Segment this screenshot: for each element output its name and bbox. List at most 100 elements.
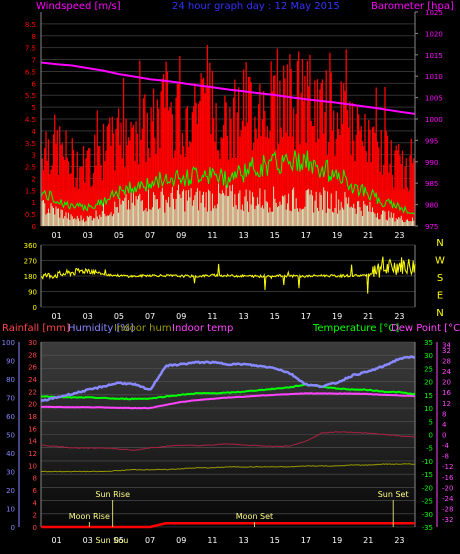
humidity-tick-label: 60 xyxy=(6,413,15,421)
wind-tick-label: 7.5 xyxy=(25,45,36,53)
dew-tick-label: -32 xyxy=(442,516,453,524)
temp-x-tick-label: 13 xyxy=(238,536,248,545)
wind-tick-label: 2.5 xyxy=(25,164,36,172)
rain-tick-label: 2 xyxy=(33,512,37,520)
direction-x-tick-label: 03 xyxy=(83,312,93,321)
humidity-tick-label: 20 xyxy=(6,487,15,495)
temperature-tick-label: -30 xyxy=(422,511,433,519)
direction-tick-label: 360 xyxy=(24,242,37,250)
dew-tick-label: 0 xyxy=(442,432,446,440)
temp-x-tick-label: 11 xyxy=(207,536,217,545)
dew-tick-label: -28 xyxy=(442,506,453,514)
rain-tick-label: 14 xyxy=(28,438,37,446)
indoor-temp-label: Indoor temp xyxy=(172,323,233,334)
humidity-tick-label: 10 xyxy=(6,506,15,514)
wind-tick-label: 6 xyxy=(32,80,37,88)
barometer-line xyxy=(40,61,416,115)
wind-tick-label: 6.5 xyxy=(25,68,36,76)
dew-tick-label: 28 xyxy=(442,358,451,366)
direction-x-tick-label: 15 xyxy=(270,312,280,321)
indoor-temp-line xyxy=(41,392,416,410)
temp-x-tick-label: 15 xyxy=(270,536,280,545)
humidity-tick-label: 80 xyxy=(6,376,15,384)
wind-tick-label: 2 xyxy=(32,175,36,183)
direction-x-tick-label: 05 xyxy=(114,312,124,321)
sun-rise-label: Sun Rise xyxy=(95,490,130,499)
temperature-tick-label: -35 xyxy=(422,524,433,532)
temperature-tick-label: 0 xyxy=(429,432,433,440)
wind-x-tick-label: 23 xyxy=(394,231,404,240)
wind-barometer-panel: 0 0.5 1 1.5 2 2.5 3 3.5 4 4.5 5 5.5 6 6.5 7 7.5 8 8.5 975 9… xyxy=(25,9,443,240)
temp-x-tick-label: 19 xyxy=(332,536,342,545)
temperature-line xyxy=(41,383,416,401)
rain-tick-label: 16 xyxy=(28,425,37,433)
moon-rise-label: Moon Rise xyxy=(69,512,110,521)
temp-x-tick-label: 17 xyxy=(301,536,311,545)
humidity-axis-title: Humidity [%] xyxy=(68,323,134,334)
compass-label: W xyxy=(435,256,445,267)
wind-tick-label: 1.5 xyxy=(25,187,36,195)
wind-tick-label: 5 xyxy=(32,104,36,112)
humidity-tick-label: 100 xyxy=(2,339,15,347)
temperature-tick-label: -10 xyxy=(422,458,433,466)
temperature-tick-label: -15 xyxy=(422,471,433,479)
indoor-humidity-line xyxy=(40,463,416,473)
rain-tick-label: 0 xyxy=(33,524,37,532)
direction-x-tick-label: 23 xyxy=(394,312,404,321)
wind-tick-label: 4 xyxy=(32,128,37,136)
wind-x-tick-label: 11 xyxy=(207,231,217,240)
compass-label: N xyxy=(436,238,443,249)
wind-x-tick-label: 21 xyxy=(363,231,373,240)
wind-x-tick-label: 17 xyxy=(301,231,311,240)
compass-label: E xyxy=(437,291,443,302)
direction-x-tick-label: 07 xyxy=(145,312,155,321)
dew-tick-label: 16 xyxy=(442,389,451,397)
wind-x-tick-label: 19 xyxy=(332,231,342,240)
dew-tick-label: -8 xyxy=(442,453,449,461)
humidity-tick-label: 50 xyxy=(6,432,15,440)
direction-x-tick-label: 13 xyxy=(238,312,248,321)
direction-x-tick-label: 11 xyxy=(207,312,217,321)
direction-x-tick-label: 19 xyxy=(332,312,342,321)
direction-x-tick-label: 21 xyxy=(363,312,373,321)
dew-tick-label: -24 xyxy=(442,495,454,503)
wind-tick-label: 0 xyxy=(32,223,36,231)
wind-x-tick-label: 09 xyxy=(176,231,186,240)
temperature-tick-label: 10 xyxy=(424,405,433,413)
direction-tick-label: 0 xyxy=(33,304,37,312)
compass-label: N xyxy=(436,308,443,319)
moon-set-label: Moon Set xyxy=(236,512,273,521)
rain-tick-label: 28 xyxy=(28,351,37,359)
dew-tick-label: -12 xyxy=(442,463,453,471)
wind-tick-label: 7 xyxy=(32,57,36,65)
humidity-tick-label: 90 xyxy=(6,358,15,366)
barometer-tick-label: 995 xyxy=(425,137,438,145)
barometer-tick-label: 1000 xyxy=(425,116,443,124)
sun-set-label: Sun Set xyxy=(378,490,409,499)
temp-x-tick-label: 05 xyxy=(114,536,124,545)
direction-tick-label: 90 xyxy=(28,289,37,297)
humidity-tick-label: 30 xyxy=(6,469,15,477)
temperature-tick-label: 15 xyxy=(424,392,433,400)
temp-x-tick-label: 03 xyxy=(83,536,93,545)
dew-tick-label: 20 xyxy=(442,379,451,387)
dew-tick-label: 4 xyxy=(442,421,447,429)
rain-line xyxy=(41,522,415,529)
wind-x-tick-label: 07 xyxy=(145,231,155,240)
wind-x-tick-label: 13 xyxy=(238,231,248,240)
wind-tick-label: 1 xyxy=(32,199,36,207)
temp-x-tick-label: 23 xyxy=(394,536,404,545)
temperature-axis-title: Temperature [°C] xyxy=(312,323,399,334)
wind-tick-label: 5.5 xyxy=(25,92,36,100)
temperature-tick-label: -25 xyxy=(422,498,433,506)
direction-tick-label: 180 xyxy=(24,273,37,281)
dew-tick-label: -16 xyxy=(442,474,454,482)
rain-tick-label: 12 xyxy=(28,450,37,458)
barometer-tick-label: 990 xyxy=(425,159,438,167)
indoor-hum-label: Indoor hum xyxy=(114,323,172,334)
temperature-tick-label: 5 xyxy=(429,418,433,426)
graph-title: 24 hour graph day : 12 May 2015 xyxy=(172,1,340,12)
temperature-tick-label: 25 xyxy=(424,365,433,373)
wind-tick-label: 8 xyxy=(32,33,36,41)
